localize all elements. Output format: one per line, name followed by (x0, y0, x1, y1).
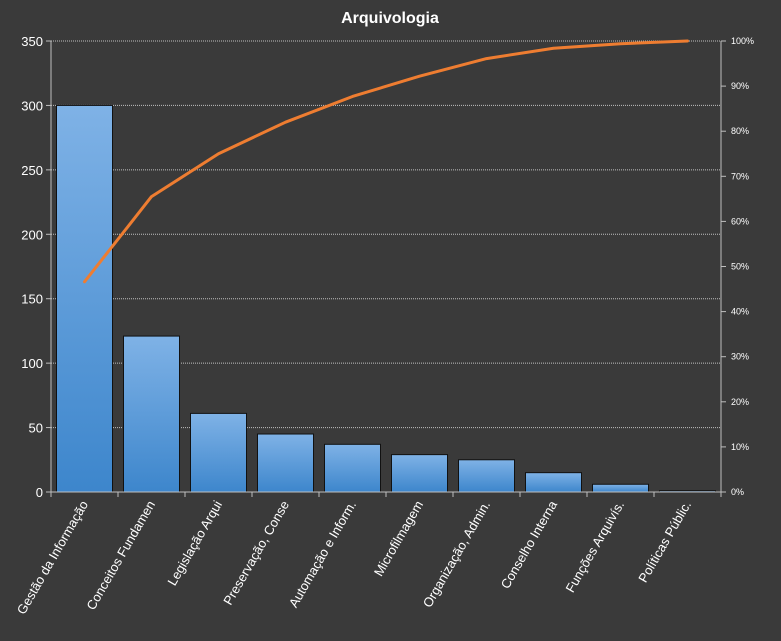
x-tick-label: Políticas Públic. (635, 498, 694, 585)
bar-series (56, 104, 716, 493)
axes (46, 40, 726, 497)
bar (190, 412, 247, 493)
bar (324, 443, 381, 493)
y-tick-label: 300 (21, 98, 43, 113)
x-tick-label: Conceitos Fundamen (83, 498, 158, 613)
bar (391, 454, 448, 493)
y2-tick-label: 50% (731, 262, 749, 272)
gridlines (51, 40, 721, 429)
y-tick-label: 150 (21, 292, 43, 307)
x-tick-label: Organização, Admin. (420, 498, 493, 610)
y-tick-label: 0 (36, 485, 43, 500)
bar (458, 459, 515, 493)
y-tick-label: 350 (21, 34, 43, 49)
cumulative-line-series (83, 39, 689, 284)
x-tick-label: Gestão da Informação (14, 498, 91, 617)
y2-tick-label: 80% (731, 126, 749, 136)
chart-title: Arquivologia (341, 10, 439, 27)
y2-tick-label: 100% (731, 36, 754, 46)
cumulative-percentage-line (83, 39, 689, 284)
y2-axis-tick-labels: 0% 10% 20% 30% 40% 50% 60% 70% 80% 90% 100% (731, 36, 754, 497)
y2-tick-label: 60% (731, 216, 749, 226)
y-tick-label: 50 (29, 421, 43, 436)
y2-tick-label: 70% (731, 171, 749, 181)
x-tick-label: Automação e Inform. (286, 498, 359, 610)
bar (257, 433, 314, 493)
y2-tick-label: 90% (731, 81, 749, 91)
y2-tick-label: 20% (731, 397, 749, 407)
y-tick-label: 200 (21, 227, 43, 242)
x-tick-label: Legislação Arqui (164, 498, 225, 588)
bar (56, 104, 113, 493)
y2-tick-label: 40% (731, 307, 749, 317)
y2-tick-label: 30% (731, 352, 749, 362)
y-tick-label: 250 (21, 163, 43, 178)
y2-tick-label: 0% (731, 487, 744, 497)
y-axis-tick-labels: 0 50 100 150 200 250 300 350 (21, 34, 43, 500)
x-tick-label: Microfilmagem (371, 498, 426, 579)
bar (592, 483, 649, 493)
bar (525, 472, 582, 493)
x-tick-label: Funções Arquivís. (562, 498, 627, 595)
x-tick-label: Preservação, Conse (220, 498, 292, 608)
y2-tick-label: 10% (731, 442, 749, 452)
y-tick-label: 100 (21, 356, 43, 371)
x-tick-label: Conselho Interna (498, 497, 561, 591)
bar (123, 335, 180, 493)
